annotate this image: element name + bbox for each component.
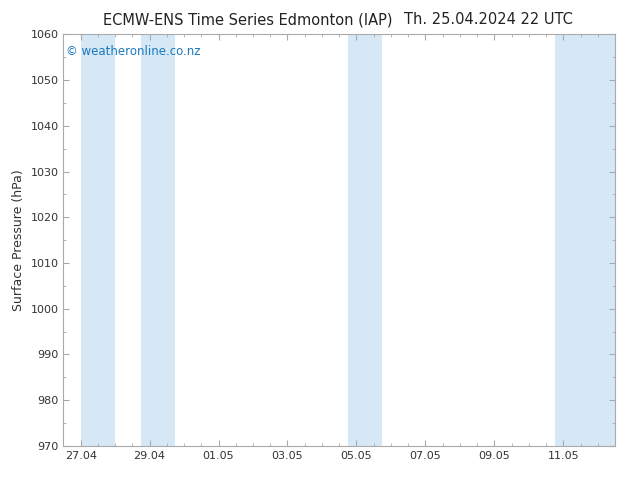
Bar [348, 34, 382, 446]
Bar [555, 34, 615, 446]
Text: ECMW-ENS Time Series Edmonton (IAP): ECMW-ENS Time Series Edmonton (IAP) [103, 12, 392, 27]
Y-axis label: Surface Pressure (hPa): Surface Pressure (hPa) [12, 169, 25, 311]
Bar [81, 34, 115, 446]
Text: Th. 25.04.2024 22 UTC: Th. 25.04.2024 22 UTC [404, 12, 573, 27]
Text: © weatheronline.co.nz: © weatheronline.co.nz [66, 45, 200, 58]
Bar [141, 34, 176, 446]
